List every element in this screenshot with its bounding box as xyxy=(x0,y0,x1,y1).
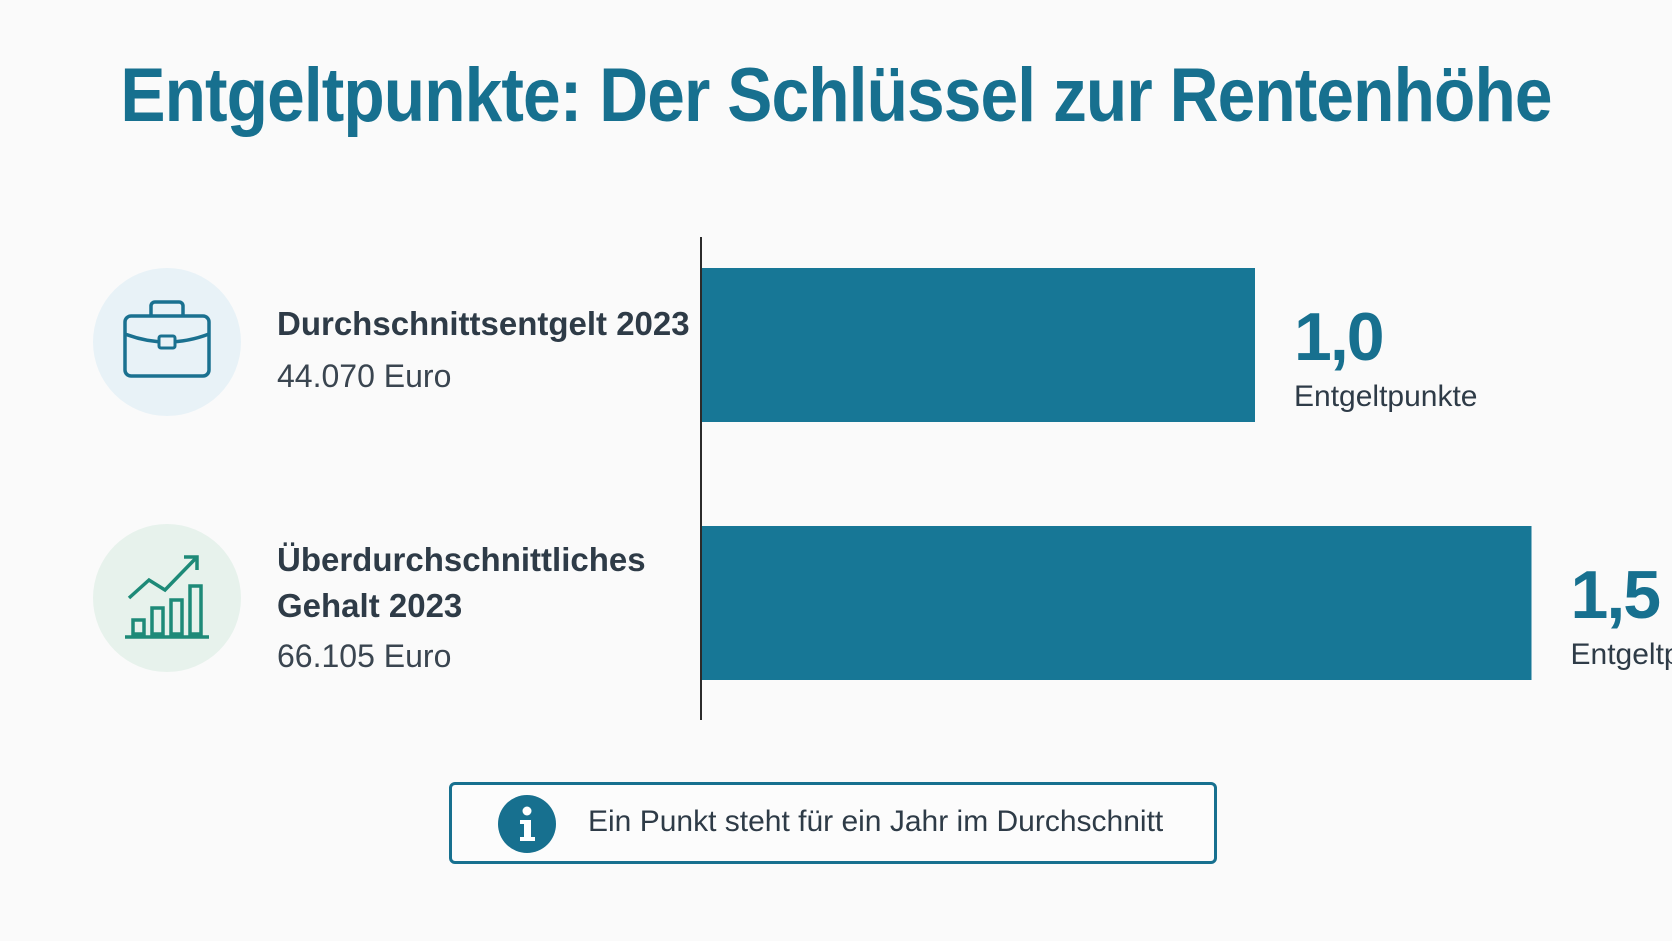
row-2-label-line-1: Überdurchschnittliches xyxy=(277,541,646,578)
bar-value-label-1: 1,0 xyxy=(1294,299,1383,375)
bar-value-label-2: 1,5 xyxy=(1571,557,1660,633)
briefcase-icon xyxy=(123,300,211,378)
info-text: Ein Punkt steht für ein Jahr im Durchsch… xyxy=(588,805,1164,838)
bar-2 xyxy=(702,526,1532,680)
bar-1 xyxy=(702,268,1255,422)
info-icon xyxy=(498,795,556,853)
bar-unit-label-1: Entgeltpunkte xyxy=(1294,380,1477,413)
row-1-label: Durchschnittsentgelt 2023 xyxy=(277,301,690,347)
briefcase-icon-circle xyxy=(93,268,241,416)
row-2-label-line-2: Gehalt 2023 xyxy=(277,587,463,624)
info-box: Ein Punkt steht für ein Jahr im Durchsch… xyxy=(449,782,1217,864)
page-title: Entgeltpunkte: Der Schlüssel zur Rentenh… xyxy=(120,53,1552,138)
row-2-label: Überdurchschnittliches Gehalt 2023 xyxy=(277,537,646,629)
bar-unit-label-2: Entgeltpunkte xyxy=(1571,638,1672,671)
row-1-label-line-1: Durchschnittsentgelt 2023 xyxy=(277,305,690,342)
growth-chart-icon-circle xyxy=(93,524,241,672)
row-2-amount: 66.105 Euro xyxy=(277,638,452,674)
growth-chart-icon xyxy=(125,555,209,639)
row-1-amount: 44.070 Euro xyxy=(277,358,452,394)
